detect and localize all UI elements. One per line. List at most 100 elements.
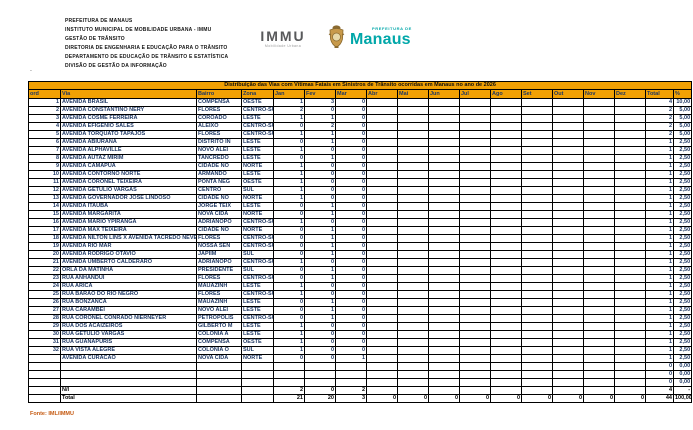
column-header: Jun [428, 89, 460, 99]
cell-jun [428, 370, 460, 379]
cell-mar: 0 [335, 322, 367, 331]
column-header: Set [521, 89, 553, 99]
cell-nov [583, 146, 615, 155]
cell-out [552, 154, 584, 163]
cell-bairro [196, 362, 242, 371]
cell-via: AVENIDA EFIGENIO SALES [60, 122, 197, 131]
cell-zona: SUL [241, 250, 274, 259]
cell-bairro: CIDADE NO [196, 226, 242, 235]
cell-mai [397, 338, 429, 347]
cell-ago [490, 362, 522, 371]
cell-jun [428, 186, 460, 195]
cell-jun [428, 330, 460, 339]
cell-dez [614, 226, 646, 235]
cell-mar [335, 378, 367, 387]
cell-bairro: NOVA CIDA [196, 210, 242, 219]
cell-jun [428, 282, 460, 291]
cell-jan: 2 [273, 386, 305, 395]
cell-abr [366, 98, 398, 107]
cell-set [521, 130, 553, 139]
cell-jun [428, 386, 460, 395]
column-header: Zona [241, 89, 274, 99]
cell-fev: 1 [304, 306, 336, 315]
cell-out [552, 186, 584, 195]
cell-total: 1 [645, 274, 674, 283]
cell-via: AVENIDA MARIO YPIRANGA [60, 218, 197, 227]
cell-nov [583, 274, 615, 283]
cell-zona: NORTE [241, 162, 274, 171]
cell-ord [28, 378, 61, 387]
cell-jul [459, 354, 491, 363]
cell-jul [459, 138, 491, 147]
cell-out [552, 370, 584, 379]
cell-ago [490, 378, 522, 387]
cell-total: 1 [645, 138, 674, 147]
cell-ord: 32 [28, 346, 61, 355]
cell-pct: 5,00 [672, 130, 693, 139]
cell-nov [583, 330, 615, 339]
cell-fev: 1 [304, 242, 336, 251]
cell-out [552, 98, 584, 107]
cell-jun [428, 274, 460, 283]
cell-ago [490, 114, 522, 123]
cell-pct: 2,50 [672, 146, 693, 155]
org-line-2: INSTITUTO MUNICIPAL DE MOBILIDADE URBANA… [65, 27, 212, 33]
cell-dez [614, 306, 646, 315]
cell-nov [583, 98, 615, 107]
cell-jun [428, 146, 460, 155]
cell-abr [366, 322, 398, 331]
table-row: 9 AVENIDA CAMAPUA CIDADE NO NORTE 1 0 0 1 2,50 [28, 162, 693, 171]
cell-zona: LESTE [241, 298, 274, 307]
cell-pct: 2,50 [672, 170, 693, 179]
cell-jun [428, 98, 460, 107]
cell-ago [490, 202, 522, 211]
cell-pct: 2,50 [672, 194, 693, 203]
cell-via: RUA ARICA [60, 282, 197, 291]
cell-mar: 0 [335, 282, 367, 291]
cell-mai [397, 218, 429, 227]
cell-ord [28, 394, 61, 403]
cell-ago [490, 226, 522, 235]
cell-dez [614, 146, 646, 155]
cell-pct: 2,50 [672, 346, 693, 355]
cell-jun [428, 218, 460, 227]
cell-mar: 0 [335, 154, 367, 163]
cell-mar: 0 [335, 210, 367, 219]
cell-ago [490, 210, 522, 219]
cell-mar: 0 [335, 346, 367, 355]
cell-nov [583, 114, 615, 123]
cell-fev: 0 [304, 218, 336, 227]
cell-jan: 0 [273, 242, 305, 251]
cell-pct: 2,50 [672, 218, 693, 227]
cell-dez [614, 338, 646, 347]
cell-fev: 0 [304, 330, 336, 339]
cell-abr [366, 154, 398, 163]
cell-nov [583, 370, 615, 379]
cell-jul [459, 274, 491, 283]
cell-dez [614, 130, 646, 139]
cell-nov [583, 290, 615, 299]
cell-set [521, 314, 553, 323]
cell-out [552, 258, 584, 267]
cell-set [521, 386, 553, 395]
cell-total: 1 [645, 170, 674, 179]
cell-bairro: NOVA CIDA [196, 354, 242, 363]
cell-ago [490, 282, 522, 291]
cell-via: AVENIDA CAMAPUA [60, 162, 197, 171]
cell-zona: LESTE [241, 202, 274, 211]
cell-bairro: ADRIANOPO [196, 258, 242, 267]
cell-total: 1 [645, 298, 674, 307]
table-row: 11 AVENIDA CORONEL TEIXEIRA PONTA NEG OESTE… [28, 178, 693, 187]
cell-out: 0 [552, 394, 584, 403]
cell-fev: 1 [304, 210, 336, 219]
cell-fev: 0 [304, 282, 336, 291]
cell-jan: 1 [273, 162, 305, 171]
cell-set [521, 306, 553, 315]
table-row: 21 AVENIDA UMBERTO CALDERARO ADRIANOPO CENT… [28, 258, 693, 267]
cell-abr [366, 290, 398, 299]
cell-fev: 1 [304, 130, 336, 139]
cell-pct: 2,50 [672, 242, 693, 251]
cell-mai [397, 170, 429, 179]
cell-jul [459, 170, 491, 179]
cell-pct: 2,50 [672, 162, 693, 171]
